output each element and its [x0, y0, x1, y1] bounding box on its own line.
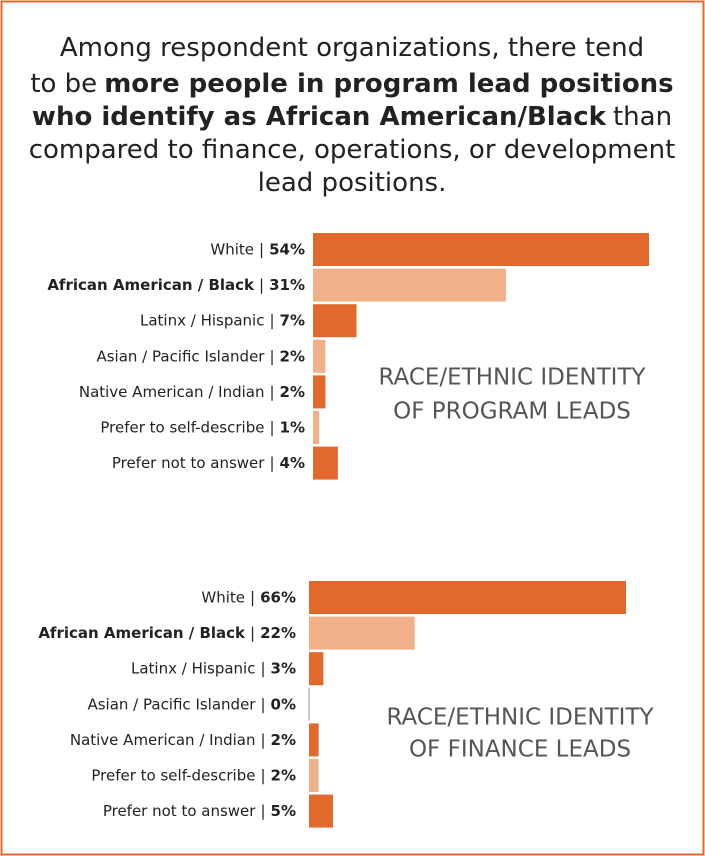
bar-label: Native American / Indian | 2%: [79, 382, 305, 400]
category: White: [210, 240, 254, 258]
value-label: 7%: [280, 311, 305, 329]
value-label: 2%: [280, 382, 305, 400]
bar: [313, 339, 326, 373]
chart-annotation: RACE/ETHNIC IDENTITY: [378, 365, 646, 391]
bar-label: Asian / Pacific Islander | 2%: [96, 347, 305, 365]
heading-line: compared to finance, operations, or deve…: [29, 135, 676, 165]
separator: |: [260, 695, 265, 713]
bar: [313, 304, 357, 338]
heading-text: more people in program lead positions: [104, 69, 673, 99]
value-label: 3%: [271, 659, 296, 677]
bar: [309, 616, 415, 650]
category: Asian / Pacific Islander: [96, 347, 265, 365]
bar-label: Prefer not to answer | 5%: [103, 802, 296, 820]
value-label: 2%: [271, 766, 296, 784]
separator: |: [250, 624, 255, 642]
bar-label: Asian / Pacific Islander | 0%: [87, 695, 296, 713]
bar-label: Native American / Indian | 2%: [70, 730, 296, 748]
value-label: 31%: [269, 276, 305, 294]
heading-line: to be more people in program lead positio…: [30, 69, 673, 99]
separator: |: [269, 454, 274, 472]
bar-label: Prefer to self-describe | 1%: [100, 418, 305, 436]
value-label: 5%: [271, 802, 296, 820]
value-label: 0%: [271, 695, 296, 713]
value-label: 4%: [280, 454, 305, 472]
separator: |: [269, 311, 274, 329]
bar: [313, 268, 506, 302]
separator: |: [259, 240, 264, 258]
separator: |: [260, 802, 265, 820]
category: Native American / Indian: [79, 382, 265, 400]
chart-annotation: OF PROGRAM LEADS: [393, 399, 631, 425]
bar-label: African American / Black | 31%: [47, 276, 305, 294]
category: African American / Black: [47, 276, 255, 294]
bar: [309, 759, 319, 792]
heading-line: who identify as African American/Black th…: [32, 102, 672, 132]
category: Prefer not to answer: [103, 802, 256, 820]
bar: [309, 581, 626, 614]
separator: |: [260, 659, 265, 677]
category: Native American / Indian: [70, 730, 256, 748]
category: Prefer to self-describe: [100, 418, 264, 436]
bar: [313, 233, 649, 266]
bar: [309, 794, 334, 828]
separator: |: [259, 276, 264, 294]
value-label: 1%: [280, 418, 305, 436]
chart-annotation: OF FINANCE LEADS: [409, 737, 631, 763]
separator: |: [269, 382, 274, 400]
heading-text: lead positions.: [258, 168, 447, 198]
value-label: 54%: [269, 240, 305, 258]
bar: [313, 375, 326, 409]
category: Asian / Pacific Islander: [87, 695, 256, 713]
bar: [313, 446, 338, 480]
bar: [309, 723, 319, 757]
category: Latinx / Hispanic: [140, 311, 264, 329]
heading-text: who identify as African American/Black: [32, 102, 607, 132]
bar-label: White | 54%: [210, 240, 305, 258]
category: Prefer to self-describe: [91, 766, 255, 784]
value-label: 2%: [280, 347, 305, 365]
bar-label: Prefer not to answer | 4%: [112, 454, 305, 472]
bar-label: Latinx / Hispanic | 7%: [140, 311, 305, 329]
chart-annotation: RACE/ETHNIC IDENTITY: [386, 705, 654, 731]
heading-text: Among respondent organizations, there te…: [60, 33, 644, 63]
heading-text: to be: [30, 69, 97, 99]
category: Latinx / Hispanic: [131, 659, 255, 677]
category: African American / Black: [38, 624, 246, 642]
heading-text: than: [613, 102, 672, 132]
bar: [313, 411, 320, 444]
category: Prefer not to answer: [112, 454, 265, 472]
heading-line: lead positions.: [258, 168, 447, 198]
heading-text: compared to finance, operations, or deve…: [29, 135, 676, 165]
separator: |: [269, 347, 274, 365]
heading-line: Among respondent organizations, there te…: [60, 33, 644, 63]
separator: |: [250, 588, 255, 606]
value-label: 22%: [260, 624, 296, 642]
separator: |: [269, 418, 274, 436]
bar: [309, 652, 324, 686]
value-label: 2%: [271, 730, 296, 748]
separator: |: [260, 730, 265, 748]
separator: |: [260, 766, 265, 784]
bar-label: African American / Black | 22%: [38, 624, 296, 642]
value-label: 66%: [260, 588, 296, 606]
category: White: [201, 588, 245, 606]
bar-label: White | 66%: [201, 588, 296, 606]
bar-label: Latinx / Hispanic | 3%: [131, 659, 296, 677]
bar-label: Prefer to self-describe | 2%: [91, 766, 296, 784]
